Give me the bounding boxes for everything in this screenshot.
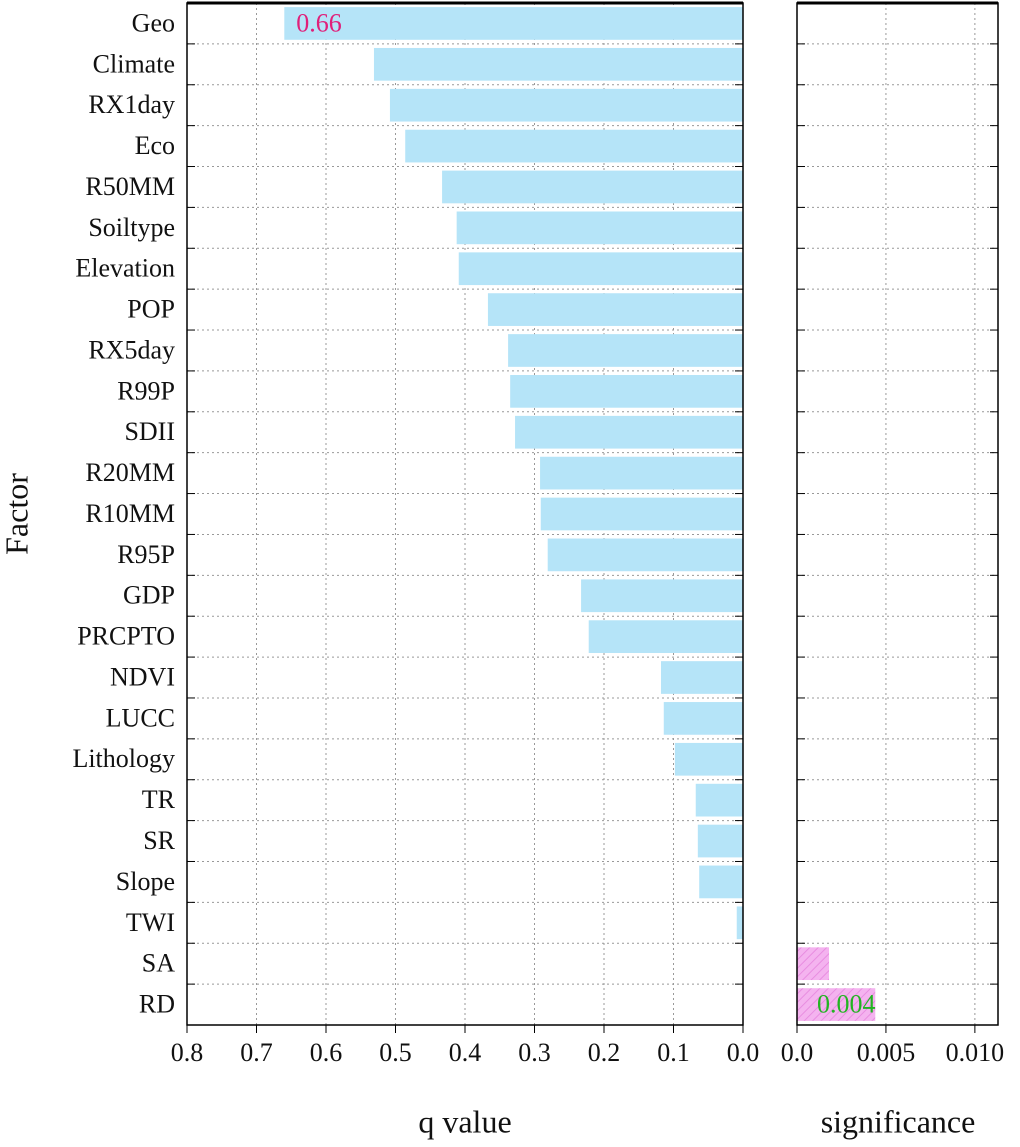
y-tick-label: SDII	[124, 417, 175, 446]
bar	[697, 824, 743, 858]
bar	[508, 334, 743, 367]
x-tick-label: 0.0	[781, 1038, 814, 1067]
x-tick-label: 0.7	[240, 1038, 273, 1067]
y-tick-label: RX1day	[88, 90, 175, 119]
y-tick-label: Slope	[116, 867, 175, 896]
x-tick-label: 0.4	[449, 1038, 482, 1067]
plot-frame	[796, 2, 999, 1026]
value-label: 0.66	[296, 8, 342, 37]
x-tick-label: 0.6	[310, 1038, 343, 1067]
y-tick-label: R99P	[117, 376, 175, 405]
y-tick-label: R20MM	[85, 458, 175, 487]
y-tick-label: POP	[127, 295, 175, 324]
y-tick-label: R50MM	[85, 172, 175, 201]
x-tick-label: 0.8	[171, 1038, 204, 1067]
x-tick-label: 0.5	[379, 1038, 412, 1067]
bar	[736, 906, 743, 940]
bar	[588, 620, 743, 653]
y-tick-label: Soiltype	[88, 213, 175, 242]
y-axis-title: Factor	[0, 473, 34, 555]
bar	[487, 293, 743, 326]
y-tick-label: PRCPTO	[77, 622, 175, 651]
y-tick-label: R10MM	[85, 499, 175, 528]
bar	[540, 497, 743, 531]
bar	[540, 456, 743, 490]
bar	[515, 415, 743, 449]
x-tick-label: 0.1	[657, 1038, 690, 1067]
y-tick-label: SA	[142, 949, 175, 978]
bar	[581, 579, 743, 613]
bar	[373, 47, 743, 81]
bar	[797, 988, 876, 1021]
y-tick-label: Geo	[132, 8, 175, 37]
x-tick-label: 0.2	[588, 1038, 621, 1067]
y-tick-label: RX5day	[88, 335, 175, 364]
bar	[699, 865, 743, 899]
bar	[442, 170, 743, 204]
y-tick-label: LUCC	[106, 703, 175, 732]
y-tick-label: Eco	[135, 131, 175, 160]
bar	[797, 947, 830, 981]
y-tick-label: Elevation	[75, 254, 175, 283]
x-tick-label: 0.3	[518, 1038, 551, 1067]
bar	[456, 211, 743, 245]
y-tick-label: Lithology	[72, 744, 175, 773]
x-tick-label: 0.010	[946, 1038, 1005, 1067]
y-tick-label: NDVI	[110, 662, 175, 691]
bar	[547, 538, 743, 572]
bar	[660, 661, 743, 694]
bar	[510, 375, 743, 408]
y-tick-label: TR	[142, 785, 176, 814]
y-tick-label: SR	[143, 826, 175, 855]
y-tick-label: Climate	[93, 49, 175, 78]
x-axis-title: significance	[821, 1103, 976, 1139]
y-tick-label: R95P	[117, 540, 175, 569]
y-tick-label: TWI	[126, 908, 175, 937]
bar	[674, 742, 743, 776]
bar	[663, 702, 743, 735]
x-tick-label: 0.0	[727, 1038, 760, 1067]
value-label: 0.004	[817, 990, 876, 1019]
y-tick-label: GDP	[123, 581, 175, 610]
bar	[458, 252, 743, 286]
y-tick-label: RD	[139, 990, 175, 1019]
bar	[284, 7, 743, 40]
bar	[695, 783, 743, 817]
x-tick-label: 0.005	[857, 1038, 916, 1067]
x-axis-title: q value	[418, 1103, 511, 1139]
bar	[405, 129, 743, 163]
bar	[389, 88, 743, 122]
